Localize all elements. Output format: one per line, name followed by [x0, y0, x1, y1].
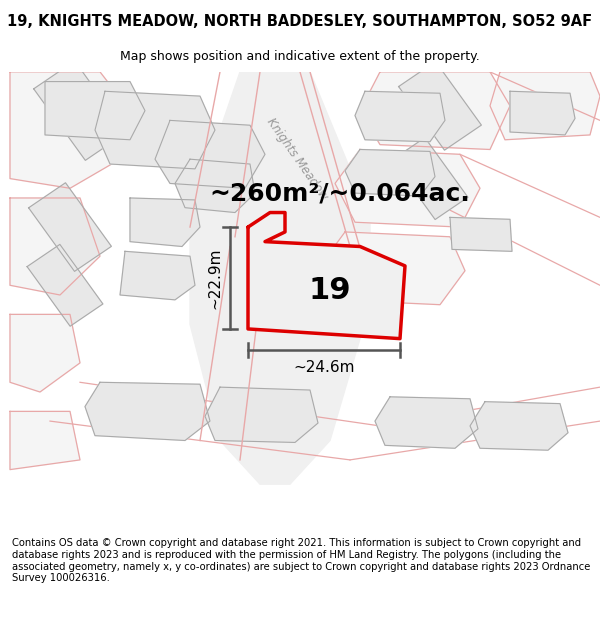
Text: 19, KNIGHTS MEADOW, NORTH BADDESLEY, SOUTHAMPTON, SO52 9AF: 19, KNIGHTS MEADOW, NORTH BADDESLEY, SOU…	[7, 14, 593, 29]
Text: ~260m²/~0.064ac.: ~260m²/~0.064ac.	[209, 181, 470, 205]
Polygon shape	[355, 91, 445, 142]
Polygon shape	[510, 91, 575, 135]
Text: Knights Meadow: Knights Meadow	[264, 116, 330, 202]
Polygon shape	[175, 159, 255, 212]
Polygon shape	[345, 149, 435, 196]
Polygon shape	[120, 251, 195, 300]
Polygon shape	[10, 198, 100, 295]
Polygon shape	[470, 402, 568, 450]
Text: Map shows position and indicative extent of the property.: Map shows position and indicative extent…	[120, 50, 480, 63]
Polygon shape	[34, 61, 126, 161]
Polygon shape	[450, 217, 512, 251]
Polygon shape	[85, 382, 210, 441]
Polygon shape	[27, 244, 103, 326]
Polygon shape	[205, 387, 318, 442]
Text: 19: 19	[308, 276, 352, 304]
Polygon shape	[360, 72, 510, 149]
Polygon shape	[10, 314, 80, 392]
Polygon shape	[320, 232, 465, 304]
Polygon shape	[29, 182, 112, 271]
Polygon shape	[130, 198, 200, 246]
Text: ~22.9m: ~22.9m	[208, 248, 223, 309]
Polygon shape	[155, 121, 265, 188]
Polygon shape	[190, 72, 370, 484]
Text: Contains OS data © Crown copyright and database right 2021. This information is : Contains OS data © Crown copyright and d…	[12, 538, 590, 583]
Polygon shape	[398, 61, 481, 150]
Polygon shape	[375, 397, 478, 448]
Polygon shape	[10, 411, 80, 469]
Polygon shape	[10, 72, 130, 188]
Text: ~24.6m: ~24.6m	[293, 360, 355, 375]
Polygon shape	[392, 138, 468, 219]
Polygon shape	[335, 149, 480, 227]
Polygon shape	[248, 213, 405, 339]
Polygon shape	[490, 72, 600, 140]
Polygon shape	[45, 82, 145, 140]
Polygon shape	[95, 91, 215, 169]
